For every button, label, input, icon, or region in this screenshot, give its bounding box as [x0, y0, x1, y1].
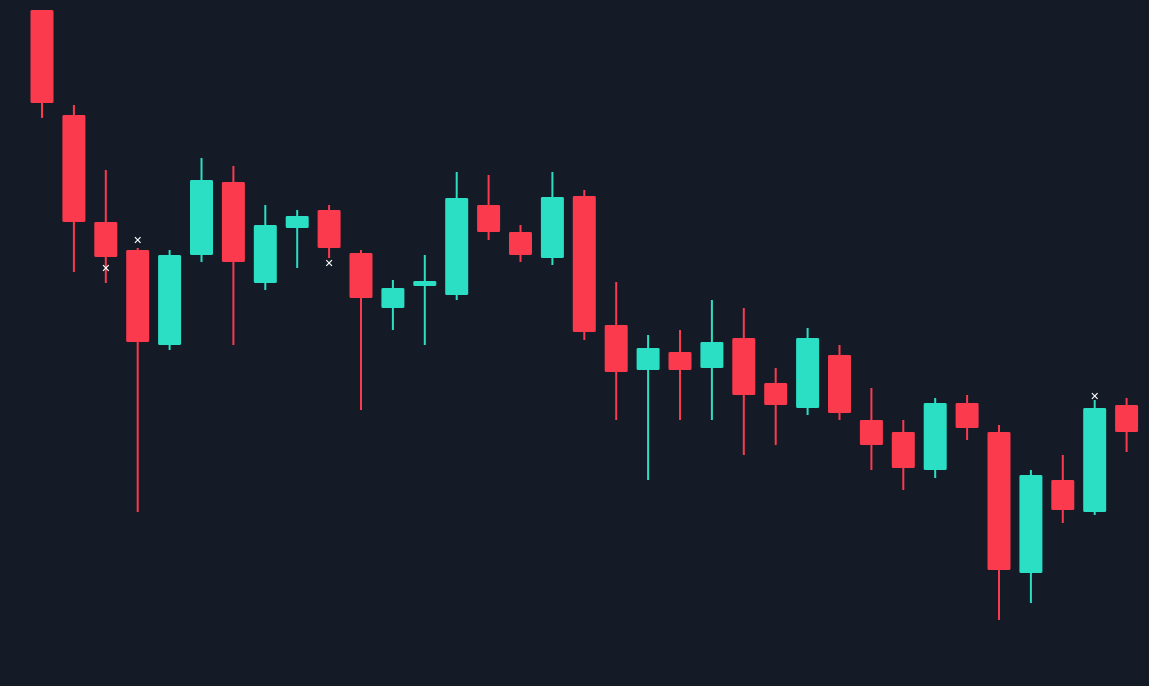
candle-body [126, 250, 150, 342]
candle-body [923, 403, 947, 470]
candle-body [604, 325, 628, 372]
candle-body [700, 342, 724, 368]
candle-body [445, 198, 469, 295]
candle-body [891, 432, 915, 468]
trade-marker-icon: ✕ [324, 257, 333, 270]
candle-body [158, 255, 182, 345]
candle-body [62, 115, 86, 222]
candle-body [828, 355, 851, 413]
candle-body [540, 197, 564, 258]
candle-body [572, 196, 596, 332]
trade-marker-icon: ✕ [133, 234, 142, 247]
candle-body [764, 383, 788, 405]
candle-body [732, 338, 756, 395]
trade-marker-icon: ✕ [101, 262, 110, 275]
candle-body [253, 225, 277, 283]
candle-body [1051, 480, 1075, 510]
candle-body [30, 10, 54, 103]
candle-body [381, 288, 405, 308]
candle-body [1019, 475, 1043, 573]
candle-body [477, 205, 501, 232]
candle-body [1083, 408, 1107, 512]
candle-body [1115, 405, 1139, 432]
candle-body [285, 216, 309, 228]
candle-body [987, 432, 1011, 570]
candle-body [190, 180, 213, 255]
candle-body [94, 222, 118, 257]
candle-body [636, 348, 660, 370]
candle-body [859, 420, 883, 445]
candle-body [668, 352, 692, 370]
candle-body [317, 210, 341, 248]
trade-marker-icon: ✕ [1090, 390, 1099, 403]
candle-body [796, 338, 820, 408]
candle-body [221, 182, 245, 262]
candle-body [349, 253, 373, 298]
candle-body [413, 281, 437, 286]
candle-body [509, 232, 532, 255]
candle-body [955, 403, 979, 428]
